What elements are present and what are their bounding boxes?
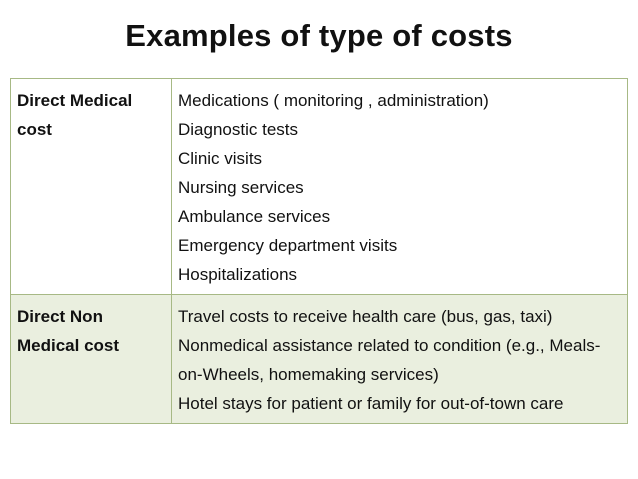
list-item: Hospitalizations — [178, 265, 298, 284]
list-item: Clinic visits — [178, 149, 263, 168]
row-items-direct-non-medical: Travel costs to receive health care (bus… — [171, 294, 628, 424]
list-item: Hotel stays for patient or family for ou… — [178, 394, 564, 413]
list-item: Emergency department visits — [178, 236, 398, 255]
list-item: Ambulance services — [178, 207, 331, 226]
list-item: Diagnostic tests — [178, 120, 298, 139]
table-row-direct-medical: Direct Medical cost Medications ( monito… — [10, 78, 628, 295]
row-items-direct-medical: Medications ( monitoring , administratio… — [171, 78, 628, 295]
row-label-direct-non-medical: Direct Non Medical cost — [10, 294, 172, 424]
table-row-direct-non-medical: Direct Non Medical cost Travel costs to … — [10, 294, 628, 424]
page-title: Examples of type of costs — [125, 18, 513, 53]
list-item: Nonmedical assistance related to conditi… — [178, 336, 601, 384]
list-item: Medications ( monitoring , administratio… — [178, 91, 489, 110]
cost-types-table: Direct Medical cost Medications ( monito… — [10, 78, 628, 424]
row-label-direct-medical: Direct Medical cost — [10, 78, 172, 295]
list-item: Nursing services — [178, 178, 304, 197]
list-item: Travel costs to receive health care (bus… — [178, 307, 553, 326]
